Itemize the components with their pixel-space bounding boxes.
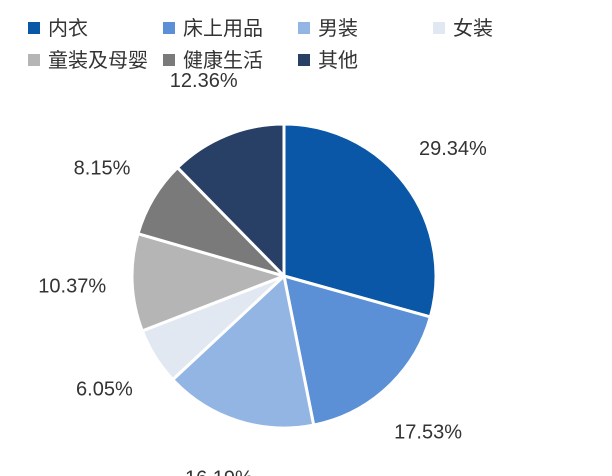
legend-swatch — [28, 54, 40, 66]
legend-label: 内衣 — [48, 16, 88, 40]
legend-swatch — [163, 54, 175, 66]
slice-value-label: 29.34% — [419, 138, 487, 160]
slice-value-label: 17.53% — [394, 422, 462, 444]
legend-swatch — [298, 54, 310, 66]
slice-value-label: 6.05% — [76, 379, 133, 401]
legend-item: 内衣 — [28, 16, 88, 40]
pie-slices — [130, 122, 438, 430]
legend-item: 健康生活 — [163, 48, 263, 72]
pie-labels: 29.34% 17.53% 16.19% 6.05% 10.37% 8.15% 12.36% — [38, 70, 487, 476]
pie-slice — [175, 122, 286, 278]
slice-value-label: 10.37% — [38, 275, 106, 297]
legend-item: 女装 — [433, 16, 493, 40]
legend-label: 其他 — [318, 48, 358, 72]
legend-label: 童装及母婴 — [48, 48, 148, 72]
legend-item: 男装 — [298, 16, 358, 40]
pie-slice — [130, 232, 286, 333]
legend-label: 女装 — [453, 16, 493, 40]
legend-item: 其他 — [298, 48, 358, 72]
pie-slice — [282, 274, 432, 427]
pie-slice — [282, 122, 438, 319]
legend-swatch — [433, 22, 445, 34]
legend-label: 健康生活 — [183, 48, 263, 72]
legend-swatch — [163, 22, 175, 34]
slice-value-label: 8.15% — [74, 157, 131, 179]
pie-slice — [171, 274, 316, 430]
legend-swatch — [28, 22, 40, 34]
slice-value-label: 16.19% — [185, 468, 253, 476]
legend-label: 床上用品 — [183, 16, 263, 40]
legend-label: 男装 — [318, 16, 358, 40]
legend-swatch — [298, 22, 310, 34]
legend-item: 童装及母婴 — [28, 48, 148, 72]
legend-item: 床上用品 — [163, 16, 263, 40]
slice-value-label: 12.36% — [170, 70, 238, 92]
